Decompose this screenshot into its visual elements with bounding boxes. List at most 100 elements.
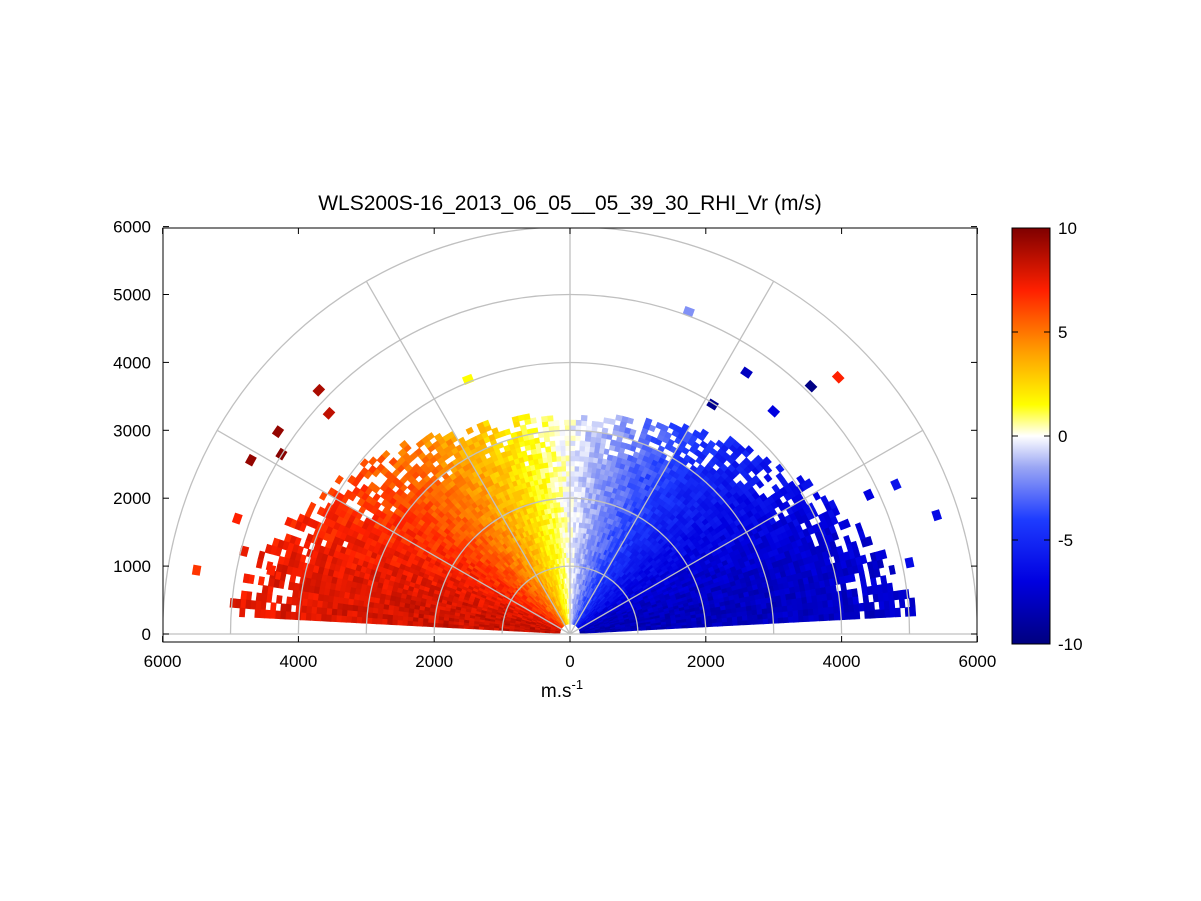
velocity-cell [582, 461, 589, 468]
velocity-cell [565, 460, 571, 467]
velocity-cell [842, 518, 851, 529]
velocity-cell [762, 612, 769, 620]
velocity-cell [577, 475, 583, 483]
velocity-cell [578, 460, 584, 467]
velocity-cell [860, 578, 868, 589]
velocity-cell [573, 496, 578, 503]
velocity-cell [613, 424, 621, 432]
velocity-cell [561, 470, 567, 477]
velocity-cell [576, 501, 581, 508]
velocity-cell [889, 608, 896, 618]
velocity-cell [904, 606, 912, 617]
velocity-cell [820, 495, 830, 505]
velocity-cell [558, 424, 566, 431]
velocity-cell [808, 614, 815, 622]
velocity-cell [818, 613, 825, 622]
velocity-cell [587, 461, 593, 468]
velocity-cell [870, 577, 878, 587]
velocity-cell [908, 597, 916, 608]
velocity-cell [853, 610, 861, 620]
velocity-cell [569, 460, 575, 467]
velocity-cell [572, 526, 576, 533]
velocity-cell [564, 445, 571, 452]
velocity-cell [836, 545, 844, 555]
velocity-cell [551, 455, 557, 463]
velocity-cell [752, 618, 759, 625]
velocity-cell [850, 540, 859, 551]
velocity-cell [727, 620, 734, 627]
velocity-cell [894, 607, 901, 618]
velocity-cell [843, 604, 850, 613]
velocity-cell [511, 415, 520, 423]
velocity-cell [737, 620, 744, 626]
velocity-cell [822, 606, 830, 615]
velocity-cell [864, 610, 871, 619]
velocity-cell [762, 618, 769, 625]
velocity-cell [543, 436, 551, 443]
velocity-cell [828, 499, 838, 510]
velocity-cell [833, 612, 840, 621]
velocity-cell [574, 450, 580, 457]
velocity-cell [830, 584, 837, 593]
velocity-cell [874, 609, 881, 619]
velocity-cell [578, 465, 584, 472]
velocity-cell [580, 414, 588, 422]
velocity-cell [742, 619, 749, 626]
velocity-cell [880, 575, 888, 585]
velocity-cell [555, 450, 562, 457]
velocity-cell [564, 455, 571, 462]
velocity-cell [843, 535, 852, 545]
velocity-cell [581, 481, 587, 488]
velocity-cell [584, 445, 591, 453]
velocity-cell [668, 422, 677, 431]
velocity-cell [759, 492, 768, 502]
velocity-cell [569, 429, 576, 436]
velocity-cell [615, 414, 623, 422]
velocity-cell [854, 522, 864, 533]
velocity-cell [572, 521, 577, 528]
velocity-cell [741, 615, 749, 621]
velocity-cell [843, 611, 851, 620]
velocity-cell [757, 613, 764, 620]
velocity-cell [736, 480, 745, 489]
velocity-cell [564, 419, 571, 426]
velocity-cell [582, 471, 588, 478]
velocity-cell [564, 440, 571, 446]
velocity-cell [545, 446, 552, 453]
velocity-cell [591, 420, 599, 428]
velocity-cell [827, 605, 835, 614]
velocity-cell [556, 470, 563, 477]
velocity-cell [644, 417, 653, 426]
velocity-cell [557, 481, 563, 488]
velocity-cell [574, 455, 580, 462]
velocity-cell [569, 435, 576, 441]
velocity-cell [541, 420, 549, 428]
velocity-cell [554, 445, 561, 452]
velocity-cell [792, 609, 799, 617]
velocity-cell [716, 621, 723, 627]
velocity-cell [736, 615, 743, 622]
velocity-cell [573, 491, 578, 498]
velocity-cell [569, 419, 576, 426]
velocity-cell [576, 491, 582, 498]
velocity-cell [606, 454, 614, 462]
velocity-cell [796, 474, 806, 485]
velocity-cell [588, 446, 595, 453]
velocity-cell [575, 419, 582, 426]
velocity-cell [762, 456, 772, 466]
velocity-cell [707, 439, 717, 449]
velocity-cell [852, 595, 860, 605]
velocity-cell [583, 450, 590, 458]
velocity-cell [797, 609, 804, 617]
velocity-cell [547, 420, 554, 427]
velocity-cell [879, 608, 886, 619]
velocity-cell [576, 496, 582, 503]
velocity-cell [569, 445, 576, 452]
velocity-cell [787, 616, 795, 623]
velocity-cell [564, 424, 571, 431]
velocity-cell [574, 460, 580, 467]
velocity-cell [751, 613, 759, 620]
velocity-cell [721, 621, 729, 627]
velocity-cell [757, 618, 764, 625]
velocity-cell [851, 588, 859, 598]
